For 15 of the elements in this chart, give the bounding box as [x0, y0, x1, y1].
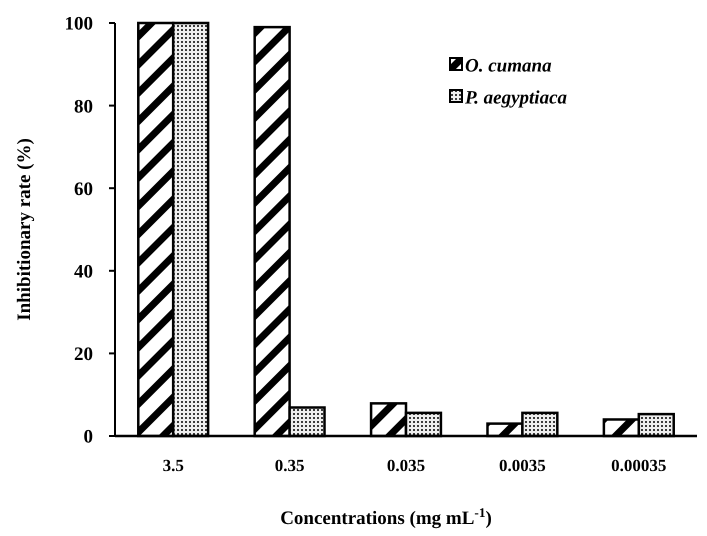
y-tick-label: 40	[74, 261, 93, 282]
legend-label: O. cumana	[465, 56, 552, 77]
x-tick-label: 0.035	[386, 456, 426, 475]
x-axis-title: Concentrations (mg mL$^{-1}$)	[280, 504, 492, 529]
x-tick-label: 0.0035	[499, 456, 546, 475]
x-tick-label: 3.5	[162, 456, 184, 475]
y-tick-label: 60	[74, 178, 93, 200]
legend-label: P. aegyptiaca	[464, 88, 568, 109]
y-tick-label: 80	[74, 96, 93, 118]
y-tick-label: 0	[84, 426, 93, 448]
y-axis-title: Inhibitionary rate (%)	[14, 138, 35, 321]
y-tick-label: 20	[74, 344, 93, 366]
x-tick-label: 0.35	[274, 456, 304, 475]
y-tick-label: 100	[64, 14, 93, 35]
x-tick-label: 0.00035	[611, 456, 666, 475]
